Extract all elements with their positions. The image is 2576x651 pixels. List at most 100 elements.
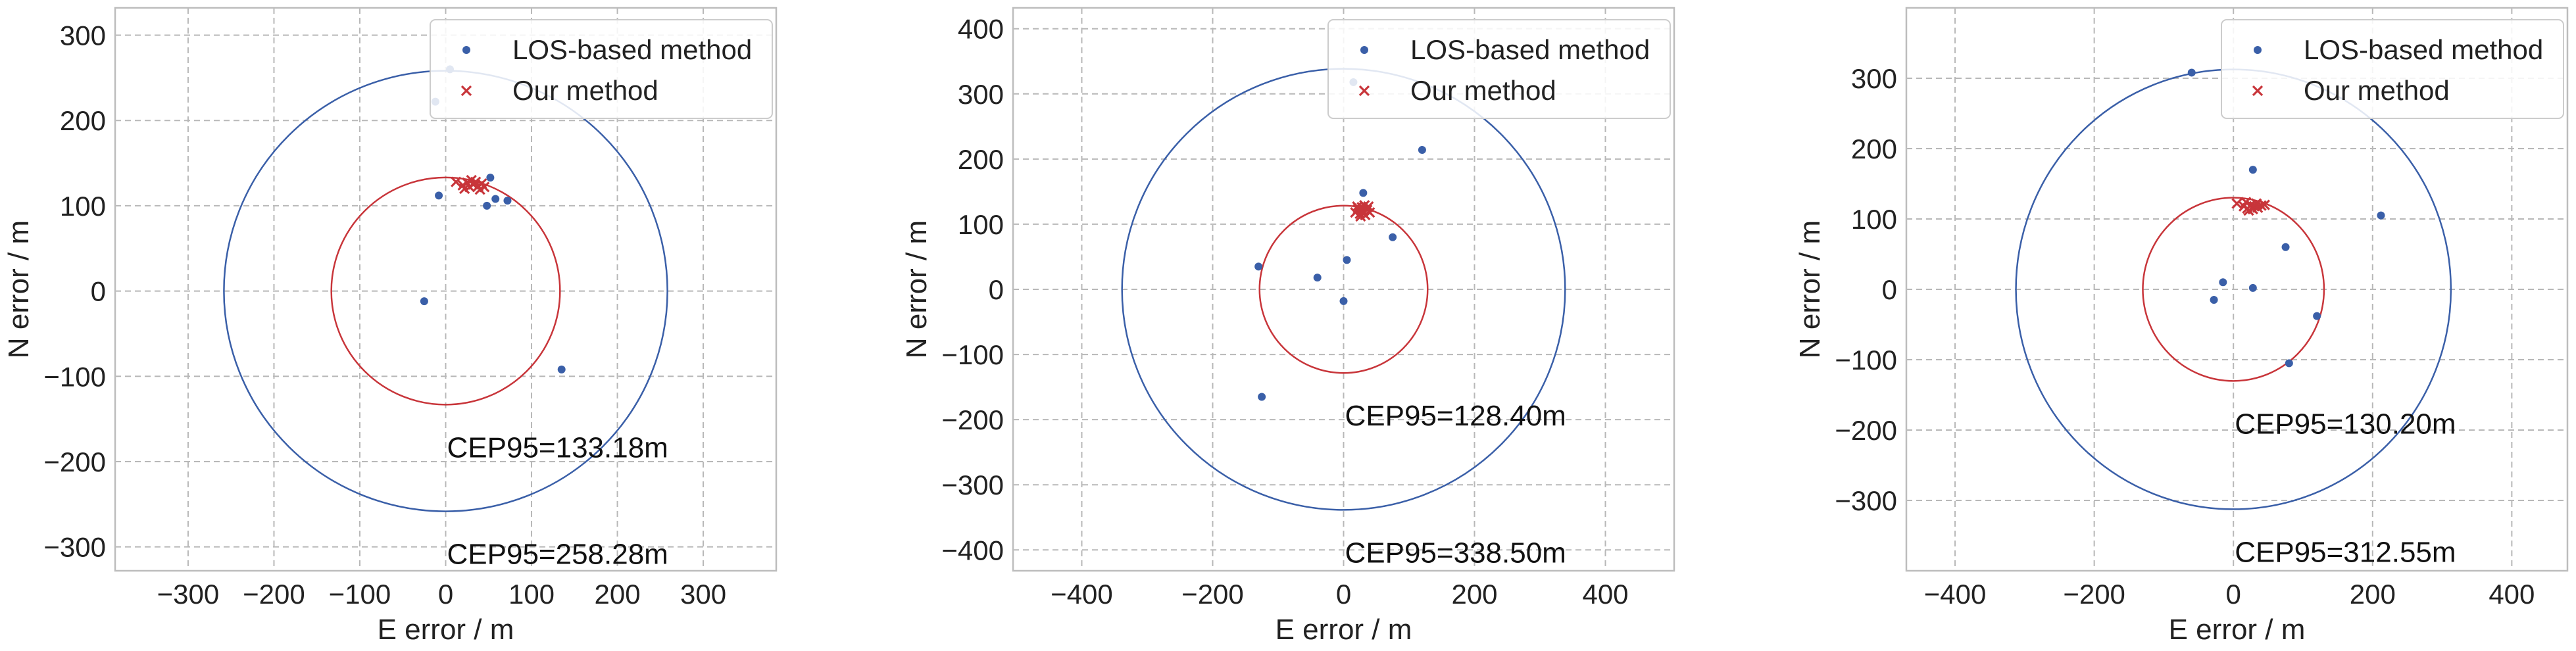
legend-label-ours: Our method bbox=[512, 75, 658, 106]
y-axis-label: N error / m bbox=[1794, 220, 1826, 358]
los-data-point bbox=[2377, 211, 2385, 220]
ours-data-point bbox=[2231, 198, 2242, 209]
y-tick-label: −200 bbox=[941, 404, 1004, 435]
y-tick-label: 0 bbox=[1882, 274, 1897, 305]
legend-label-ours: Our method bbox=[2304, 75, 2450, 106]
legend-label-ours: Our method bbox=[1410, 75, 1556, 106]
los-data-point bbox=[1313, 274, 1322, 282]
los-data-point bbox=[2248, 283, 2257, 292]
y-tick-label: −200 bbox=[1835, 415, 1897, 446]
x-tick-label: 400 bbox=[2489, 579, 2535, 610]
x-tick-label: −400 bbox=[1924, 579, 1987, 610]
los-data-point bbox=[1389, 233, 1397, 241]
los-data-point bbox=[2187, 68, 2196, 77]
x-tick-label: 200 bbox=[1451, 579, 1497, 610]
legend-box bbox=[2221, 19, 2564, 119]
los-data-point bbox=[483, 201, 491, 210]
x-tick-label: 100 bbox=[508, 579, 555, 610]
cep95-label-los: CEP95=338.50m bbox=[1345, 537, 1566, 569]
x-axis-label: E error / m bbox=[1276, 614, 1412, 646]
y-tick-label: −300 bbox=[1835, 485, 1897, 516]
x-tick-label: 0 bbox=[2226, 579, 2241, 610]
los-data-point bbox=[1258, 393, 1266, 401]
x-tick-label: −200 bbox=[1181, 579, 1244, 610]
y-tick-label: 300 bbox=[1851, 63, 1897, 94]
legend-dot-marker bbox=[1360, 46, 1368, 54]
cep95-circle-ours bbox=[2142, 197, 2325, 382]
x-axis-label: E error / m bbox=[2169, 614, 2306, 646]
y-tick-label: 100 bbox=[60, 191, 106, 222]
los-data-point bbox=[1339, 297, 1348, 305]
x-tick-label: 400 bbox=[1582, 579, 1628, 610]
ours-data-point bbox=[451, 176, 462, 187]
los-data-point bbox=[1343, 256, 1351, 264]
y-tick-label: −200 bbox=[43, 446, 106, 477]
x-tick-label: 0 bbox=[438, 579, 453, 610]
chart-panel-2: −400 −200 0 200 400 −400 −300 −200 −100 0 100 200 30… bbox=[901, 7, 1675, 646]
cep95-circle-ours bbox=[1258, 205, 1429, 374]
y-tick-label: 100 bbox=[958, 209, 1004, 240]
chart-panel-1: −300 −200 −100 0 100 200 300 −300 −200 −100 0 100 20… bbox=[3, 7, 778, 646]
legend-label-los: LOS-based method bbox=[2304, 34, 2543, 65]
ours-data-point bbox=[459, 183, 470, 195]
y-tick-label: −400 bbox=[941, 535, 1004, 566]
y-tick-label: 100 bbox=[1851, 204, 1897, 235]
cep95-label-los: CEP95=258.28m bbox=[447, 539, 668, 571]
legend-dot-marker bbox=[2254, 46, 2262, 54]
los-data-point bbox=[2219, 278, 2227, 287]
chart-panel-3: −400 −200 0 200 400 −300 −200 −100 0 100 200 300 E e… bbox=[1794, 7, 2569, 646]
los-data-point bbox=[2210, 296, 2218, 304]
x-tick-label: 200 bbox=[594, 579, 640, 610]
y-tick-label: −300 bbox=[941, 470, 1004, 500]
cep95-label-ours: CEP95=130.20m bbox=[2235, 408, 2456, 440]
legend-dot-marker bbox=[462, 46, 470, 54]
los-data-point bbox=[435, 191, 443, 200]
los-data-point bbox=[1418, 145, 1426, 154]
los-data-point bbox=[420, 297, 428, 306]
legend: LOS-based method Our method bbox=[2221, 19, 2564, 119]
y-tick-label: 200 bbox=[958, 144, 1004, 175]
y-tick-label: 0 bbox=[989, 274, 1004, 305]
ours-data-point bbox=[474, 184, 485, 195]
cep95-label-los: CEP95=312.55m bbox=[2235, 536, 2456, 568]
cep95-label-ours: CEP95=128.40m bbox=[1345, 400, 1566, 432]
y-axis-label: N error / m bbox=[3, 220, 35, 358]
legend-box bbox=[1327, 19, 1671, 119]
ours-data-point bbox=[466, 174, 477, 186]
los-data-point bbox=[2248, 166, 2257, 174]
x-tick-label: −200 bbox=[243, 579, 305, 610]
y-tick-label: 300 bbox=[958, 79, 1004, 110]
legend-box bbox=[430, 19, 773, 119]
los-data-point bbox=[491, 195, 500, 203]
legend-label-los: LOS-based method bbox=[512, 34, 752, 65]
y-axis-label: N error / m bbox=[901, 220, 933, 358]
y-tick-label: 200 bbox=[1851, 133, 1897, 164]
ours-data-point bbox=[2259, 199, 2270, 210]
y-tick-label: 200 bbox=[60, 105, 106, 136]
ours-data-point bbox=[1355, 210, 1366, 222]
ours-data-point bbox=[2250, 198, 2262, 209]
y-tick-label: 400 bbox=[958, 14, 1004, 45]
ours-data-point bbox=[1359, 200, 1370, 211]
los-data-point bbox=[557, 365, 566, 374]
los-data-point bbox=[1254, 262, 1263, 271]
x-tick-label: −100 bbox=[329, 579, 391, 610]
legend-label-los: LOS-based method bbox=[1410, 34, 1650, 65]
los-data-point bbox=[2285, 359, 2293, 368]
x-tick-label: −300 bbox=[157, 579, 220, 610]
plot-frame bbox=[1012, 7, 1675, 572]
legend-x-marker bbox=[2252, 85, 2264, 97]
x-tick-label: 200 bbox=[2350, 579, 2396, 610]
legend-x-marker bbox=[1358, 85, 1370, 97]
plot-frame bbox=[1905, 7, 2569, 572]
y-tick-label: −100 bbox=[43, 361, 106, 392]
y-tick-label: −100 bbox=[941, 339, 1004, 370]
x-axis-label: E error / m bbox=[378, 614, 514, 646]
plot-frame bbox=[114, 7, 778, 572]
los-data-point bbox=[503, 197, 512, 205]
y-tick-label: 300 bbox=[60, 20, 106, 51]
x-tick-label: −200 bbox=[2063, 579, 2125, 610]
x-tick-label: 300 bbox=[680, 579, 726, 610]
ours-data-point bbox=[2241, 197, 2252, 208]
